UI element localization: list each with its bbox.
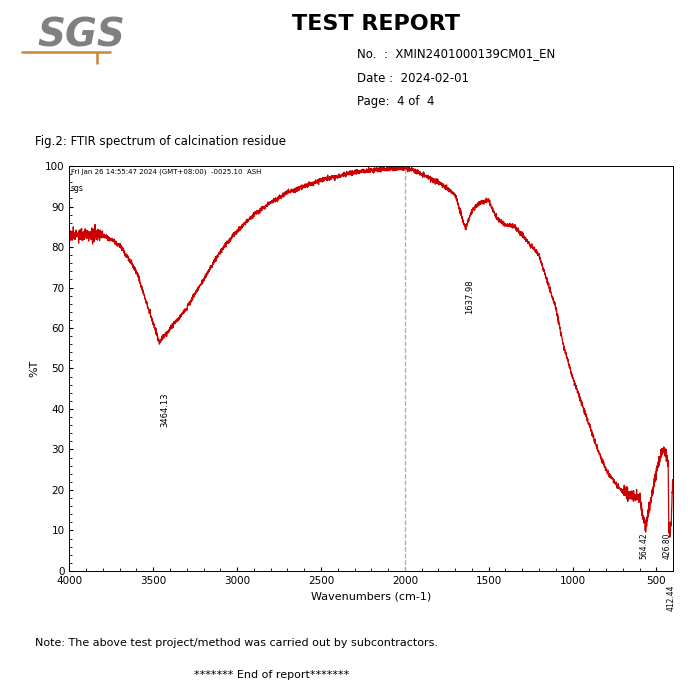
X-axis label: Wavenumbers (cm-1): Wavenumbers (cm-1) bbox=[311, 592, 432, 601]
Text: Date :  2024-02-01: Date : 2024-02-01 bbox=[357, 72, 469, 85]
Text: 1637.98: 1637.98 bbox=[465, 280, 474, 314]
Text: 3464.13: 3464.13 bbox=[160, 393, 169, 427]
Text: TEST REPORT: TEST REPORT bbox=[292, 14, 460, 34]
Text: sgs: sgs bbox=[71, 184, 84, 193]
Text: Fri Jan 26 14:55:47 2024 (GMT+08:00)  -0025.10  ASH: Fri Jan 26 14:55:47 2024 (GMT+08:00) -00… bbox=[71, 168, 262, 174]
Text: Note: The above test project/method was carried out by subcontractors.: Note: The above test project/method was … bbox=[35, 638, 438, 648]
Text: Page:  4 of  4: Page: 4 of 4 bbox=[357, 95, 434, 108]
Text: 412.44: 412.44 bbox=[666, 585, 675, 612]
Text: 564.42: 564.42 bbox=[640, 532, 649, 558]
Text: SGS: SGS bbox=[37, 17, 126, 55]
Text: 426.80: 426.80 bbox=[662, 532, 671, 558]
Text: ******* End of report*******: ******* End of report******* bbox=[194, 670, 350, 680]
Text: No.  :  XMIN2401000139CM01_EN: No. : XMIN2401000139CM01_EN bbox=[357, 47, 555, 60]
Text: Fig.2: FTIR spectrum of calcination residue: Fig.2: FTIR spectrum of calcination resi… bbox=[35, 136, 286, 148]
Y-axis label: %T: %T bbox=[29, 360, 40, 377]
